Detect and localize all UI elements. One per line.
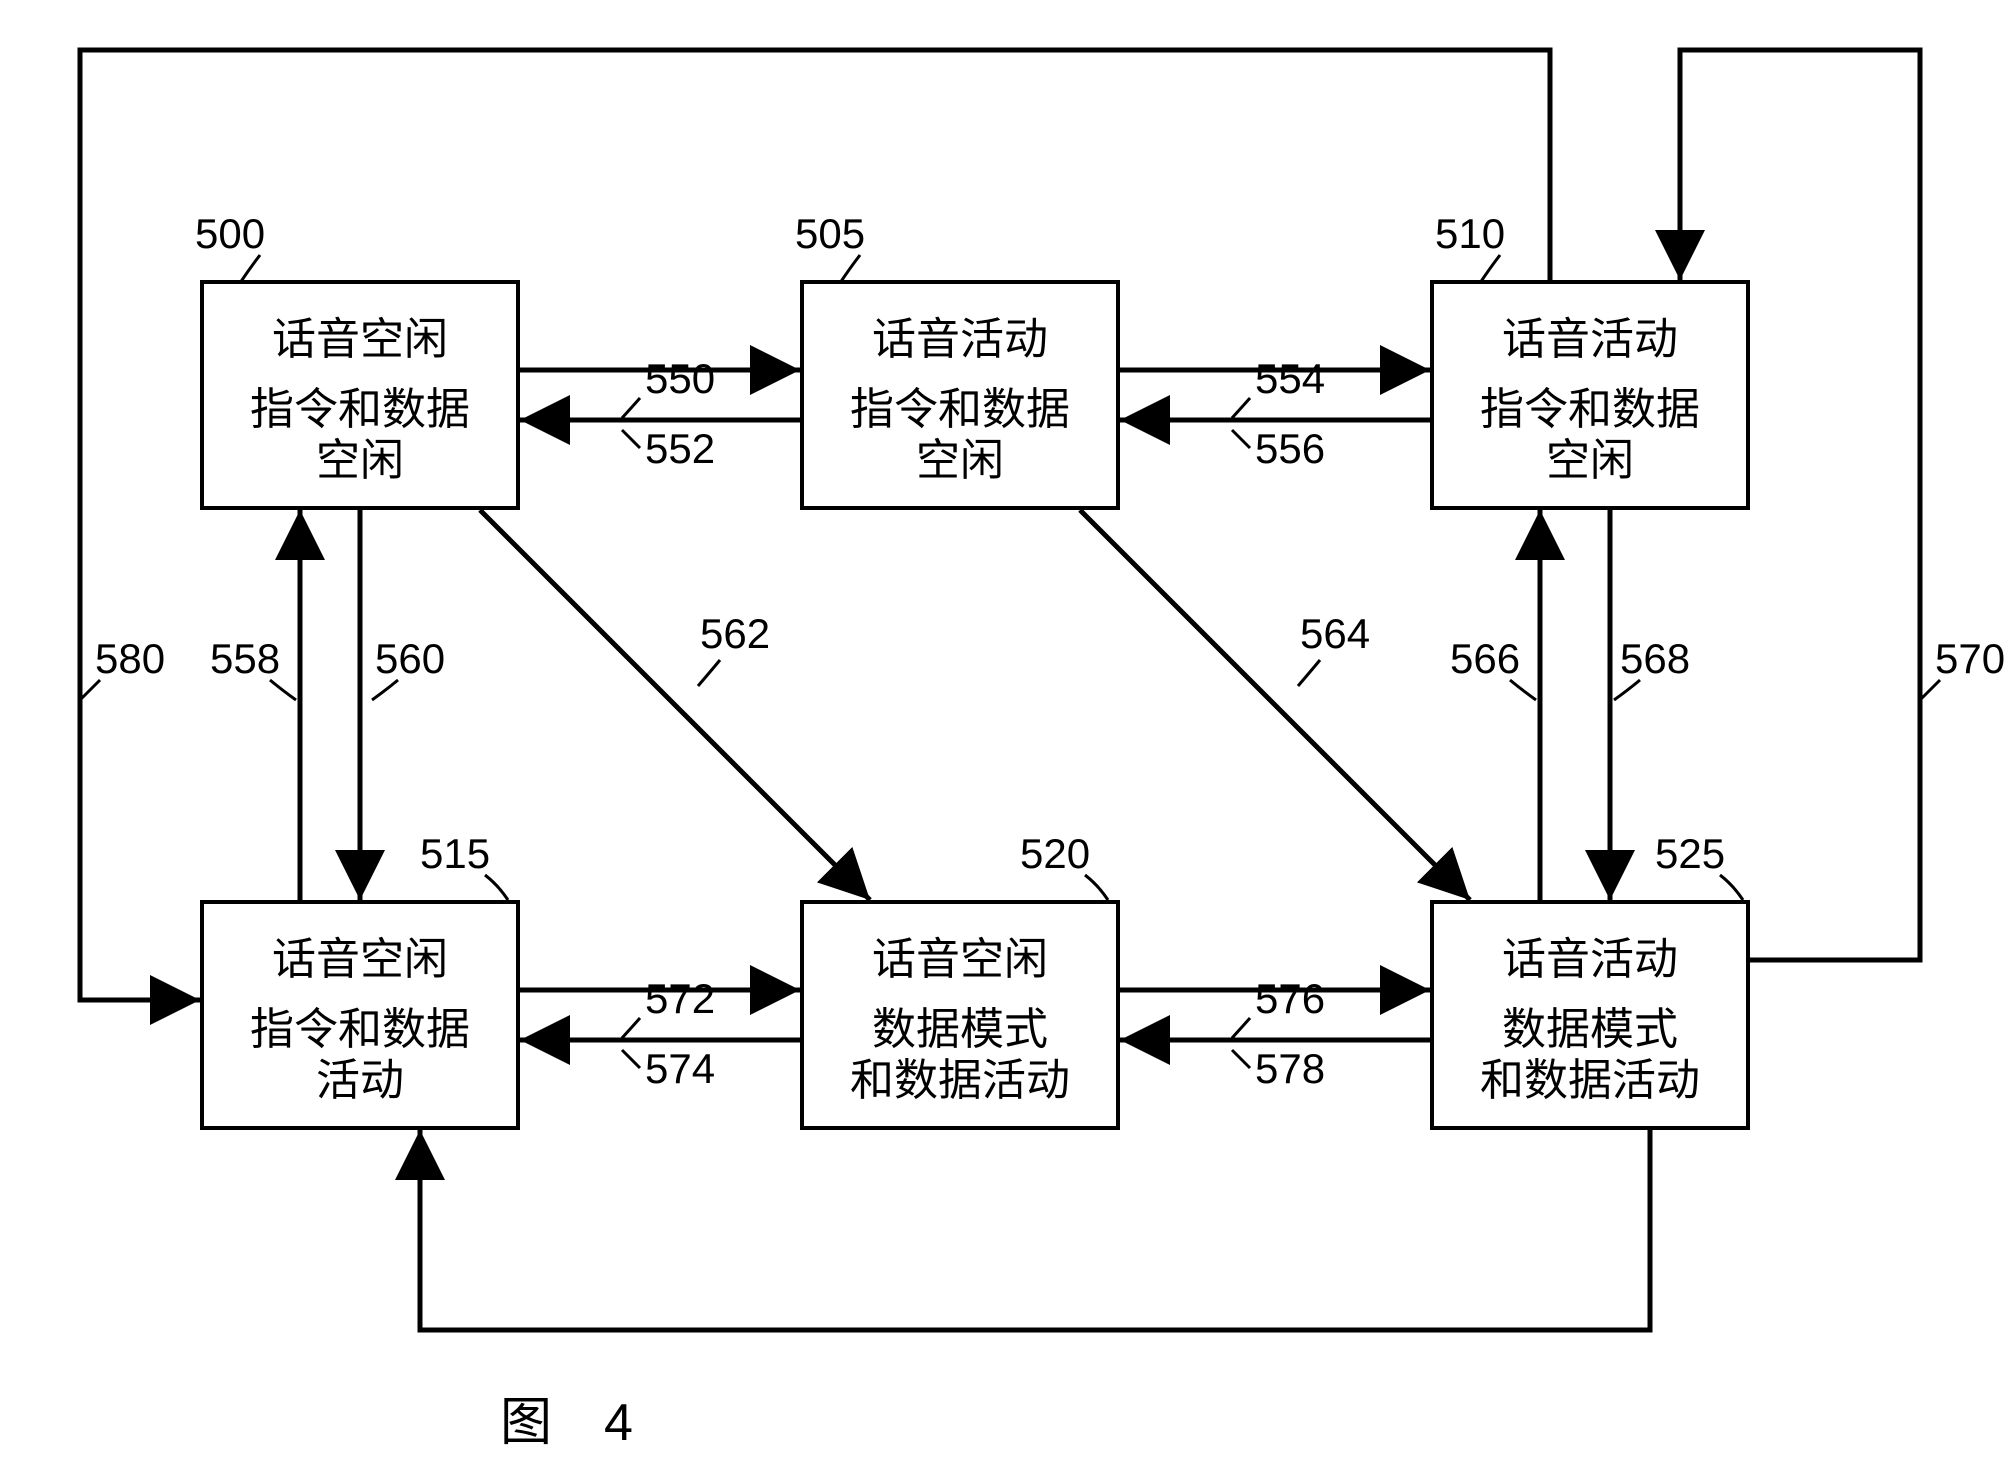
ref-574: 574: [645, 1045, 715, 1093]
state-520: 话音空闲 数据模式和数据活动: [800, 900, 1120, 1130]
figure-number: 4: [604, 1394, 633, 1452]
ref-552: 552: [645, 425, 715, 473]
connectors-svg: [0, 0, 2014, 1477]
ref-580: 580: [95, 635, 165, 683]
state-510-line2: 指令和数据空闲: [1480, 385, 1700, 486]
ref-505: 505: [795, 210, 865, 258]
ref-560: 560: [375, 635, 445, 683]
ref-570: 570: [1935, 635, 2005, 683]
ref-554: 554: [1255, 355, 1325, 403]
state-505-line1: 话音活动: [872, 303, 1048, 367]
ref-500: 500: [195, 210, 265, 258]
figure-label: 图 4: [500, 1380, 633, 1455]
state-520-line2: 数据模式和数据活动: [850, 1005, 1070, 1106]
state-diagram: 话音空闲 指令和数据空闲 话音活动 指令和数据空闲 话音活动 指令和数据空闲 话…: [0, 0, 2014, 1477]
ref-515: 515: [420, 830, 490, 878]
ref-510: 510: [1435, 210, 1505, 258]
ref-576: 576: [1255, 975, 1325, 1023]
state-525: 话音活动 数据模式和数据活动: [1430, 900, 1750, 1130]
state-505: 话音活动 指令和数据空闲: [800, 280, 1120, 510]
state-510-line1: 话音活动: [1502, 303, 1678, 367]
state-510: 话音活动 指令和数据空闲: [1430, 280, 1750, 510]
ref-578: 578: [1255, 1045, 1325, 1093]
ref-566: 566: [1450, 635, 1520, 683]
state-515-line1: 话音空闲: [272, 923, 448, 987]
state-525-line1: 话音活动: [1502, 923, 1678, 987]
ref-568: 568: [1620, 635, 1690, 683]
ref-572: 572: [645, 975, 715, 1023]
ref-520: 520: [1020, 830, 1090, 878]
state-520-line1: 话音空闲: [872, 923, 1048, 987]
figure-prefix: 图: [500, 1395, 552, 1452]
state-500-line1: 话音空闲: [272, 303, 448, 367]
state-505-line2: 指令和数据空闲: [850, 385, 1070, 486]
state-525-line2: 数据模式和数据活动: [1480, 1005, 1700, 1106]
ref-564: 564: [1300, 610, 1370, 658]
ref-562: 562: [700, 610, 770, 658]
state-515-line2: 指令和数据活动: [250, 1005, 470, 1106]
ref-550: 550: [645, 355, 715, 403]
ref-558: 558: [210, 635, 280, 683]
state-500: 话音空闲 指令和数据空闲: [200, 280, 520, 510]
state-500-line2: 指令和数据空闲: [250, 385, 470, 486]
state-515: 话音空闲 指令和数据活动: [200, 900, 520, 1130]
ref-525: 525: [1655, 830, 1725, 878]
ref-556: 556: [1255, 425, 1325, 473]
